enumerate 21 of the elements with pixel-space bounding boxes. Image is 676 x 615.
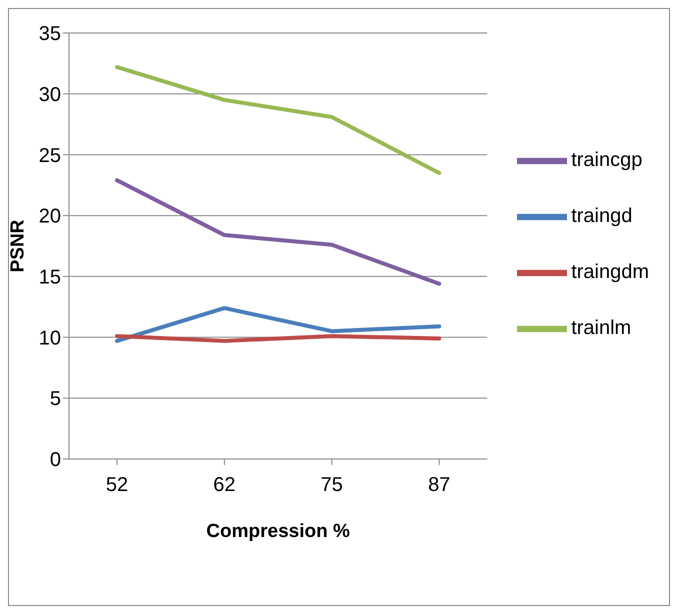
line-series	[115, 65, 442, 175]
y-tick-label: 35	[38, 23, 61, 46]
y-tick-label: 5	[50, 388, 61, 410]
line-series	[115, 178, 442, 286]
y-tick-label: 25	[38, 144, 61, 167]
x-tick-label: 87	[428, 474, 450, 496]
y-tick-label: 10	[38, 327, 61, 350]
y-tick-label: 15	[38, 266, 61, 289]
legend-label: trainlm	[571, 317, 632, 339]
line-series	[115, 306, 442, 343]
y-axis-title: PSNR	[8, 219, 29, 272]
legend-label: traingd	[571, 205, 632, 227]
y-tick-label: 20	[38, 206, 61, 228]
x-tick-label: 62	[213, 474, 236, 496]
legend-label: traincgp	[571, 149, 642, 171]
legend-label: traingdm	[571, 261, 649, 283]
x-tick-label: 52	[106, 474, 128, 496]
y-tick-label: 30	[38, 84, 61, 106]
x-axis-title: Compression %	[206, 521, 350, 542]
y-tick-label: 0	[50, 449, 61, 472]
x-tick-label: 75	[320, 474, 343, 496]
